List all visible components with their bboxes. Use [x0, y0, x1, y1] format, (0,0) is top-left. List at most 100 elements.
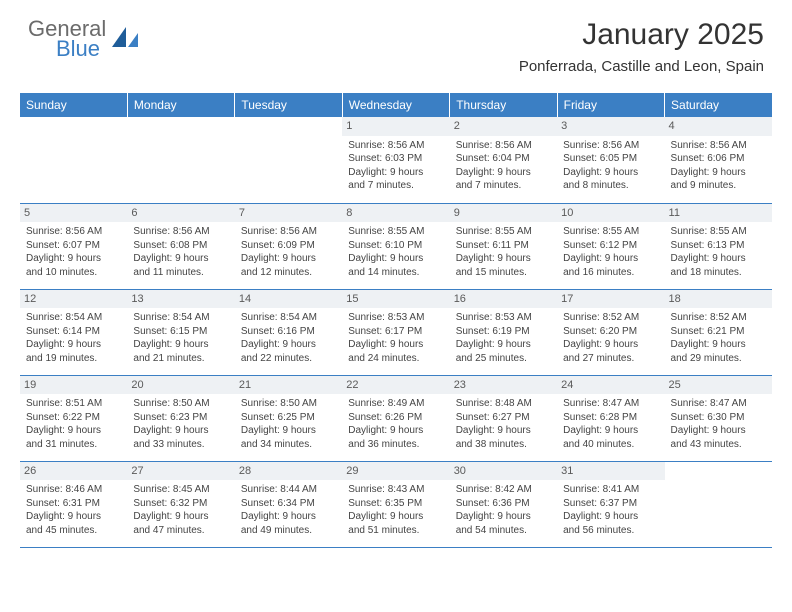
day-detail-line: Sunset: 6:16 PM [241, 325, 336, 339]
calendar-day-cell: 10Sunrise: 8:55 AMSunset: 6:12 PMDayligh… [557, 203, 664, 289]
day-detail-lines: Sunrise: 8:55 AMSunset: 6:13 PMDaylight:… [671, 225, 766, 279]
day-detail-line: Sunrise: 8:42 AM [456, 483, 551, 497]
day-detail-line: Daylight: 9 hours [456, 510, 551, 524]
day-header: Wednesday [342, 93, 449, 117]
day-detail-line: and 34 minutes. [241, 438, 336, 452]
day-detail-line: and 19 minutes. [26, 352, 121, 366]
calendar-week-row: 1 Sunrise: 8:56 AMSunset: 6:03 PMDaylight… [20, 117, 772, 203]
calendar-day-cell [235, 117, 342, 203]
day-detail-line: and 25 minutes. [456, 352, 551, 366]
calendar-day-cell: 2Sunrise: 8:56 AMSunset: 6:04 PMDaylight… [450, 117, 557, 203]
calendar-day-cell: 12Sunrise: 8:54 AMSunset: 6:14 PMDayligh… [20, 289, 127, 375]
day-detail-lines: Sunrise: 8:44 AMSunset: 6:34 PMDaylight:… [241, 483, 336, 537]
day-detail-line: Sunset: 6:08 PM [133, 239, 228, 253]
day-detail-line: Sunset: 6:35 PM [348, 497, 443, 511]
day-detail-line: Daylight: 9 hours [563, 424, 658, 438]
day-detail-line: and 12 minutes. [241, 266, 336, 280]
day-detail-line: Sunrise: 8:56 AM [348, 139, 443, 153]
day-detail-lines: Sunrise: 8:50 AMSunset: 6:23 PMDaylight:… [133, 397, 228, 451]
day-number: 22 [342, 376, 449, 395]
day-number: 23 [450, 376, 557, 395]
day-detail-line: Sunset: 6:26 PM [348, 411, 443, 425]
day-number: 16 [450, 290, 557, 309]
day-number: 8 [342, 204, 449, 223]
brand-logo: General Blue [28, 18, 140, 60]
day-detail-line: Sunset: 6:13 PM [671, 239, 766, 253]
day-detail-lines: Sunrise: 8:47 AMSunset: 6:30 PMDaylight:… [671, 397, 766, 451]
calendar-day-cell: 27Sunrise: 8:45 AMSunset: 6:32 PMDayligh… [127, 461, 234, 547]
day-header: Monday [127, 93, 234, 117]
location-subtitle: Ponferrada, Castille and Leon, Spain [519, 58, 764, 75]
day-detail-line: Daylight: 9 hours [563, 166, 658, 180]
day-detail-line: Sunrise: 8:41 AM [563, 483, 658, 497]
day-number: 24 [557, 376, 664, 395]
day-header-row: Sunday Monday Tuesday Wednesday Thursday… [20, 93, 772, 117]
day-detail-line: and 56 minutes. [563, 524, 658, 538]
day-detail-line: and 18 minutes. [671, 266, 766, 280]
day-detail-lines: Sunrise: 8:54 AMSunset: 6:15 PMDaylight:… [133, 311, 228, 365]
day-number: 1 [342, 117, 449, 136]
day-detail-line: Daylight: 9 hours [671, 338, 766, 352]
day-number: 20 [127, 376, 234, 395]
day-detail-line: Sunrise: 8:53 AM [348, 311, 443, 325]
day-detail-line: Daylight: 9 hours [671, 424, 766, 438]
day-number: 6 [127, 204, 234, 223]
day-number: 12 [20, 290, 127, 309]
day-number: 19 [20, 376, 127, 395]
day-detail-line: and 10 minutes. [26, 266, 121, 280]
day-detail-line: Daylight: 9 hours [456, 338, 551, 352]
day-header: Saturday [665, 93, 772, 117]
day-detail-line: Sunrise: 8:55 AM [348, 225, 443, 239]
day-detail-line: Daylight: 9 hours [456, 424, 551, 438]
calendar-day-cell: 14Sunrise: 8:54 AMSunset: 6:16 PMDayligh… [235, 289, 342, 375]
day-detail-line: Sunset: 6:23 PM [133, 411, 228, 425]
day-detail-line: Sunrise: 8:50 AM [241, 397, 336, 411]
calendar-day-cell: 1 Sunrise: 8:56 AMSunset: 6:03 PMDaylight… [342, 117, 449, 203]
day-detail-line: and 22 minutes. [241, 352, 336, 366]
day-detail-lines: Sunrise: 8:55 AMSunset: 6:11 PMDaylight:… [456, 225, 551, 279]
day-detail-line: Sunset: 6:09 PM [241, 239, 336, 253]
day-number: 11 [665, 204, 772, 223]
day-detail-lines: Sunrise: 8:48 AMSunset: 6:27 PMDaylight:… [456, 397, 551, 451]
calendar-week-row: 12Sunrise: 8:54 AMSunset: 6:14 PMDayligh… [20, 289, 772, 375]
day-detail-line: Sunrise: 8:55 AM [563, 225, 658, 239]
day-detail-line: Sunset: 6:14 PM [26, 325, 121, 339]
calendar-table: Sunday Monday Tuesday Wednesday Thursday… [20, 93, 772, 548]
day-detail-line: Daylight: 9 hours [241, 252, 336, 266]
day-detail-line: Sunrise: 8:52 AM [671, 311, 766, 325]
day-detail-lines: Sunrise: 8:49 AMSunset: 6:26 PMDaylight:… [348, 397, 443, 451]
day-detail-line: Sunrise: 8:49 AM [348, 397, 443, 411]
day-detail-line: Daylight: 9 hours [133, 510, 228, 524]
calendar-day-cell: 22 Sunrise: 8:49 AMSunset: 6:26 PMDayligh… [342, 375, 449, 461]
calendar-day-cell: 23 Sunrise: 8:48 AMSunset: 6:27 PMDayligh… [450, 375, 557, 461]
calendar-day-cell: 6Sunrise: 8:56 AMSunset: 6:08 PMDaylight… [127, 203, 234, 289]
calendar-day-cell: 11 Sunrise: 8:55 AMSunset: 6:13 PMDayligh… [665, 203, 772, 289]
day-detail-line: Sunset: 6:17 PM [348, 325, 443, 339]
day-detail-lines: Sunrise: 8:56 AMSunset: 6:04 PMDaylight:… [456, 139, 551, 193]
day-detail-line: Sunrise: 8:53 AM [456, 311, 551, 325]
day-detail-lines: Sunrise: 8:42 AMSunset: 6:36 PMDaylight:… [456, 483, 551, 537]
day-detail-line: Sunset: 6:12 PM [563, 239, 658, 253]
day-detail-line: Sunrise: 8:43 AM [348, 483, 443, 497]
day-detail-line: Sunrise: 8:56 AM [671, 139, 766, 153]
day-detail-lines: Sunrise: 8:56 AMSunset: 6:05 PMDaylight:… [563, 139, 658, 193]
day-detail-line: Daylight: 9 hours [456, 252, 551, 266]
day-detail-line: and 7 minutes. [456, 179, 551, 193]
day-detail-line: Sunrise: 8:47 AM [671, 397, 766, 411]
day-detail-lines: Sunrise: 8:51 AMSunset: 6:22 PMDaylight:… [26, 397, 121, 451]
day-detail-line: Daylight: 9 hours [348, 252, 443, 266]
day-header: Tuesday [235, 93, 342, 117]
day-detail-line: Daylight: 9 hours [348, 510, 443, 524]
day-number: 21 [235, 376, 342, 395]
day-detail-line: Sunrise: 8:48 AM [456, 397, 551, 411]
day-detail-line: and 49 minutes. [241, 524, 336, 538]
day-detail-line: Daylight: 9 hours [563, 252, 658, 266]
day-detail-line: Daylight: 9 hours [348, 424, 443, 438]
day-header: Friday [557, 93, 664, 117]
day-detail-line: and 27 minutes. [563, 352, 658, 366]
day-number: 13 [127, 290, 234, 309]
day-detail-line: Daylight: 9 hours [563, 338, 658, 352]
day-detail-line: Sunset: 6:28 PM [563, 411, 658, 425]
day-detail-lines: Sunrise: 8:56 AMSunset: 6:03 PMDaylight:… [348, 139, 443, 193]
day-detail-line: Sunset: 6:22 PM [26, 411, 121, 425]
